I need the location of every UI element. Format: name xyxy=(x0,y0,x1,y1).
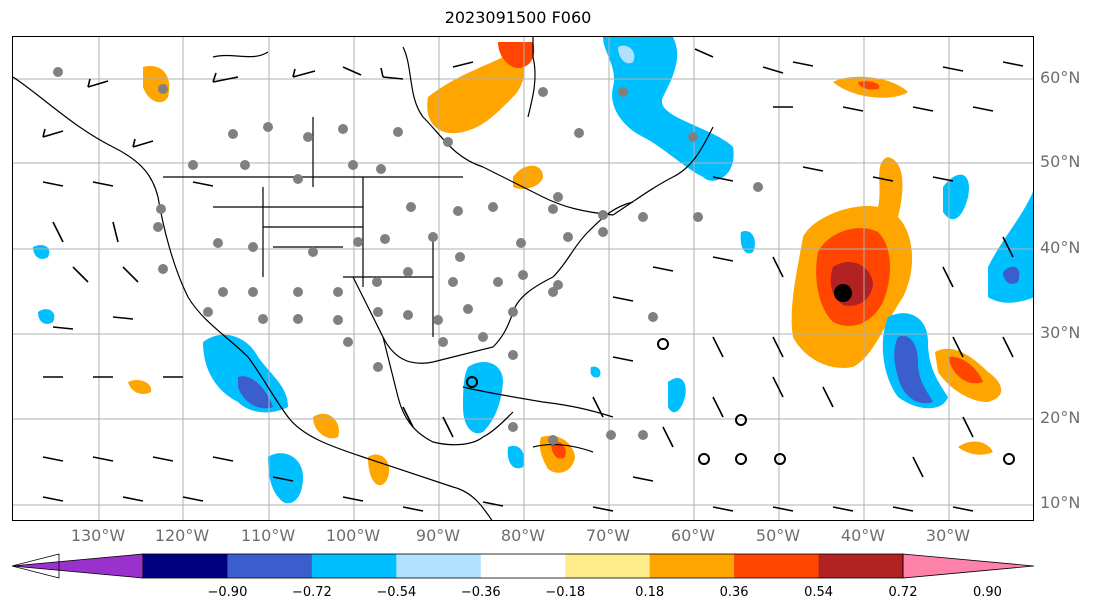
colorbar-segment xyxy=(396,554,482,578)
colorbar-extend-high xyxy=(902,553,1035,579)
lon-label-120w: 120°W xyxy=(154,526,210,545)
colorbar-tick-label: 0.54 xyxy=(804,585,834,600)
lat-label-30n: 30°N xyxy=(1040,323,1081,342)
map-title: 2023091500 F060 xyxy=(444,8,592,27)
colorbar-extend-low xyxy=(12,553,144,579)
lat-label-60n: 60°N xyxy=(1040,68,1081,87)
lon-label-110w: 110°W xyxy=(240,526,296,545)
wind-barbs xyxy=(42,48,1024,512)
colorbar-segment xyxy=(311,554,397,578)
lon-label-80w: 80°W xyxy=(500,526,546,545)
colorbar-tick-label: 0.90 xyxy=(972,585,1002,600)
lon-label-50w: 50°W xyxy=(755,526,801,545)
lat-label-50n: 50°N xyxy=(1040,152,1081,171)
colorbar-segment xyxy=(734,554,820,578)
lon-label-90w: 90°W xyxy=(415,526,461,545)
lat-label-40n: 40°N xyxy=(1040,238,1081,257)
colorbar-tick-label: −0.54 xyxy=(376,585,417,600)
colorbar xyxy=(12,553,1035,579)
colorbar-segment xyxy=(818,554,904,578)
station-markers xyxy=(53,67,763,445)
colorbar-tick-label: −0.18 xyxy=(545,585,586,600)
lon-label-30w: 30°W xyxy=(925,526,971,545)
lon-label-100w: 100°W xyxy=(325,526,381,545)
colorbar-segment xyxy=(480,554,566,578)
coastlines xyxy=(13,37,714,520)
colorbar-segment xyxy=(227,554,313,578)
calm-markers xyxy=(466,338,1015,465)
colorbar-tick-label: −0.90 xyxy=(207,585,248,600)
lat-label-20n: 20°N xyxy=(1040,408,1081,427)
lon-label-70w: 70°W xyxy=(585,526,631,545)
colorbar-tick-label: 0.36 xyxy=(719,585,749,600)
map-panel xyxy=(12,36,1034,521)
colorbar-segment xyxy=(565,554,651,578)
map-canvas xyxy=(13,37,1033,520)
lat-label-10n: 10°N xyxy=(1040,493,1081,512)
colorbar-tick-label: −0.36 xyxy=(460,585,501,600)
colorbar-tick-label: 0.18 xyxy=(635,585,665,600)
lon-label-60w: 60°W xyxy=(670,526,716,545)
colorbar-tick-label: 0.72 xyxy=(888,585,918,600)
colorbar-tick-label: −0.72 xyxy=(291,585,332,600)
colorbar-segment xyxy=(143,554,228,578)
colorbar-segment xyxy=(649,554,735,578)
lon-label-40w: 40°W xyxy=(840,526,886,545)
lon-label-130w: 130°W xyxy=(70,526,126,545)
